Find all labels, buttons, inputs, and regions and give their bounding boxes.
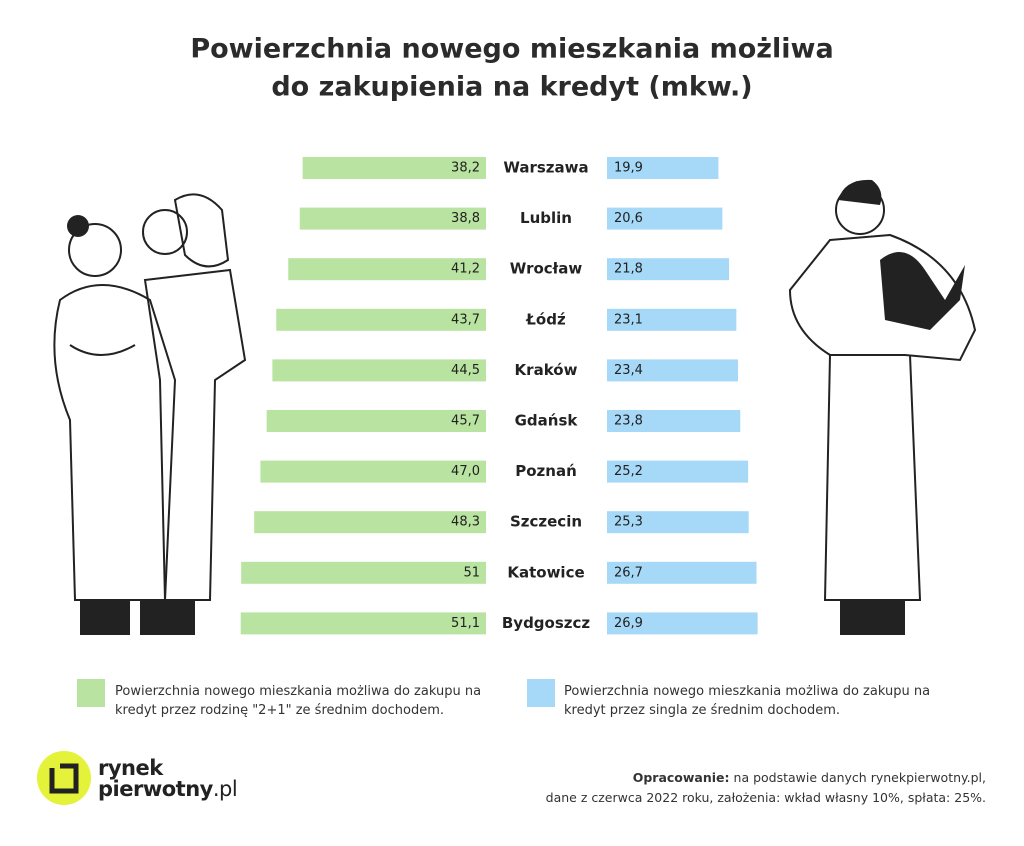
- source-label: Opracowanie:: [632, 770, 730, 785]
- logo-text: .pl: [212, 777, 238, 801]
- source: Opracowanie: na podstawie danych rynekpi…: [546, 768, 986, 808]
- legend-label: Powierzchnia nowego mieszkania możliwa d…: [564, 684, 931, 718]
- value-label: 44,5: [451, 363, 480, 378]
- bar: [241, 561, 486, 584]
- value-label: 38,2: [451, 161, 480, 176]
- legend-swatch: [77, 679, 105, 707]
- category-label: Gdańsk: [515, 412, 579, 430]
- bar: [607, 207, 723, 230]
- bar: [607, 561, 757, 584]
- category-label: Warszawa: [503, 159, 588, 177]
- chart-title: Powierzchnia nowego mieszkania możliwa: [190, 34, 833, 65]
- bar: [607, 612, 758, 635]
- logo-text: pierwotny.pl: [98, 777, 238, 801]
- illustration: [788, 179, 977, 635]
- source-text: na podstawie danych rynekpierwotny.pl,: [733, 770, 986, 785]
- value-label: 48,3: [451, 515, 480, 530]
- bar: [607, 258, 730, 281]
- bar: [607, 410, 741, 432]
- illustration: [53, 193, 247, 635]
- logo-text: rynek: [98, 756, 163, 780]
- bar: [302, 157, 486, 179]
- chart-title: do zakupienia na kredyt (mkw.): [271, 72, 752, 103]
- bar: [288, 258, 486, 281]
- bar: [607, 157, 719, 179]
- value-label: 25,3: [614, 515, 643, 530]
- value-label: 23,8: [614, 414, 643, 429]
- category-label: Kraków: [515, 361, 578, 379]
- bar: [607, 359, 739, 382]
- category-label: Wrocław: [510, 260, 583, 278]
- bar: [254, 511, 486, 534]
- source-line: dane z czerwca 2022 roku, założenia: wkł…: [545, 790, 986, 805]
- value-label: 45,7: [451, 414, 480, 429]
- value-label: 51: [463, 565, 480, 580]
- value-label: 23,4: [614, 363, 643, 378]
- value-label: 38,8: [451, 211, 480, 226]
- value-label: 20,6: [614, 211, 643, 226]
- category-label: Bydgoszcz: [502, 614, 591, 632]
- value-label: 43,7: [451, 312, 480, 327]
- value-label: 25,2: [614, 464, 643, 479]
- bar: [260, 460, 486, 483]
- bar: [607, 460, 749, 483]
- logo: rynek pierwotny.pl: [98, 756, 238, 801]
- category-label: Katowice: [507, 563, 584, 581]
- category-label: Poznań: [515, 462, 577, 480]
- value-label: 41,2: [451, 262, 480, 277]
- bar: [240, 612, 486, 635]
- category-label: Łódź: [525, 310, 566, 328]
- bar: [607, 308, 737, 331]
- value-label: 21,8: [614, 262, 643, 277]
- source-line: Opracowanie: na podstawie danych rynekpi…: [546, 768, 986, 788]
- value-label: 23,1: [614, 312, 643, 327]
- bar: [299, 207, 486, 230]
- logo-text: pierwotny: [98, 777, 213, 801]
- category-label: Szczecin: [510, 513, 582, 531]
- value-label: 26,7: [614, 565, 643, 580]
- value-label: 26,9: [614, 616, 643, 631]
- category-label: Lublin: [520, 209, 572, 227]
- legend-swatch: [527, 679, 555, 707]
- logo-mark: [37, 751, 91, 805]
- legend-label: Powierzchnia nowego mieszkania możliwa d…: [115, 684, 482, 718]
- bar: [607, 511, 749, 534]
- bar: [272, 359, 486, 382]
- bar: [276, 308, 486, 331]
- bar: [266, 410, 486, 432]
- value-label: 19,9: [614, 161, 643, 176]
- value-label: 51,1: [451, 616, 480, 631]
- value-label: 47,0: [451, 464, 480, 479]
